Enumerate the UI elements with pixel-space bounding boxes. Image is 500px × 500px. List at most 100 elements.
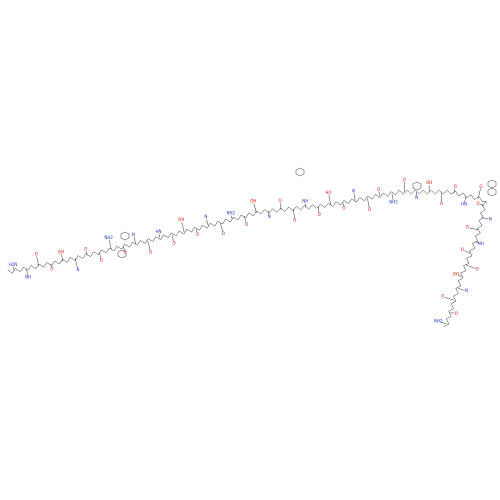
- bond: [457, 288, 465, 291]
- bond: [328, 194, 331, 205]
- ring: [117, 249, 127, 259]
- atom-label: N: [76, 267, 79, 272]
- atom-label: O: [149, 249, 152, 254]
- atom-label: OH: [178, 217, 184, 222]
- atom-label: O: [100, 258, 103, 263]
- bond: [444, 297, 455, 301]
- rings: [117, 167, 497, 259]
- ring: [487, 187, 497, 197]
- atom-label: OH: [453, 272, 459, 277]
- bond: [147, 240, 151, 251]
- atom-label: N: [204, 214, 207, 219]
- atom-label: OH: [250, 198, 256, 203]
- atom-label: O: [50, 267, 53, 272]
- bond: [86, 251, 88, 256]
- atom-label: N: [489, 216, 492, 221]
- bond: [353, 193, 356, 201]
- bond: [253, 203, 257, 214]
- ring: [412, 181, 422, 191]
- atom-label: O: [222, 231, 225, 236]
- atom-label: O: [403, 177, 406, 182]
- atom-label: O: [279, 198, 282, 203]
- atom-label: O: [455, 311, 458, 316]
- bond: [181, 222, 185, 232]
- bond: [158, 233, 161, 238]
- ring: [487, 179, 497, 189]
- bond: [469, 227, 480, 231]
- atom-label: N: [268, 214, 271, 219]
- bond: [475, 241, 480, 244]
- atom-label: N: [132, 232, 135, 237]
- bond: [464, 250, 471, 254]
- atom-label: O: [318, 212, 321, 217]
- bond: [133, 236, 136, 244]
- atom-label: H2N: [9, 262, 18, 267]
- ring: [120, 231, 130, 241]
- bond: [457, 275, 462, 277]
- atom-label: O: [342, 206, 345, 211]
- bond: [26, 268, 28, 276]
- bond: [280, 202, 282, 210]
- atom-label: N: [465, 288, 468, 293]
- atom-label: O: [368, 207, 371, 212]
- atom-label: O: [173, 241, 176, 246]
- bond: [453, 188, 456, 193]
- bond: [13, 266, 15, 271]
- atom-label: NH2: [434, 318, 443, 323]
- bond: [478, 188, 481, 199]
- atom-label: O: [123, 249, 126, 254]
- bond: [74, 258, 78, 269]
- atom-label: HN: [461, 201, 467, 206]
- atom-label: O: [466, 225, 469, 230]
- bond: [50, 263, 52, 268]
- bond: [206, 218, 209, 226]
- bond: [481, 217, 489, 220]
- atom-label: NH: [302, 198, 308, 203]
- atom-label: HN: [155, 229, 161, 234]
- atom-label: O: [377, 187, 380, 192]
- atom-label: O: [35, 251, 38, 256]
- atom-label: HO: [325, 190, 331, 195]
- bond: [61, 254, 64, 262]
- atom-label: N: [415, 195, 418, 200]
- bond: [479, 204, 484, 206]
- bond: [293, 208, 295, 219]
- atom-label: O: [476, 201, 479, 206]
- atom-label: N: [352, 188, 355, 193]
- bond: [342, 202, 344, 207]
- bond: [36, 256, 39, 267]
- bond: [99, 252, 102, 260]
- bond: [220, 222, 224, 233]
- atom-label: O: [461, 247, 464, 252]
- atom-label: OH: [426, 180, 432, 185]
- bond: [440, 321, 447, 325]
- bond: [378, 191, 380, 196]
- bond: [391, 193, 394, 201]
- backbone: [7, 189, 488, 327]
- atom-label: O: [476, 266, 479, 271]
- atom-label: OH: [58, 250, 64, 255]
- atom-label: O: [441, 294, 444, 299]
- bond: [231, 215, 233, 220]
- bond: [367, 198, 370, 208]
- bond: [318, 206, 320, 214]
- atom-label: O: [440, 201, 443, 206]
- atom-label: NH2: [104, 235, 113, 240]
- ring: [295, 167, 305, 177]
- atom-label: NH2: [389, 199, 398, 204]
- atom-label: O: [245, 222, 248, 227]
- bond: [465, 264, 476, 269]
- atom-label: O: [479, 184, 482, 189]
- atom-label: NH2: [227, 211, 236, 216]
- atom-label: O: [84, 247, 87, 252]
- bond: [244, 216, 247, 223]
- bond: [464, 195, 467, 203]
- atom-label: O: [196, 232, 199, 237]
- atom-label: NH: [25, 274, 31, 279]
- bond: [123, 246, 125, 251]
- chain: H2NNHOOOHNOONH2ONOHNOOHONONH2OOHNOONHOHO…: [7, 177, 492, 327]
- atom-label: O: [454, 184, 457, 189]
- bond: [450, 311, 455, 314]
